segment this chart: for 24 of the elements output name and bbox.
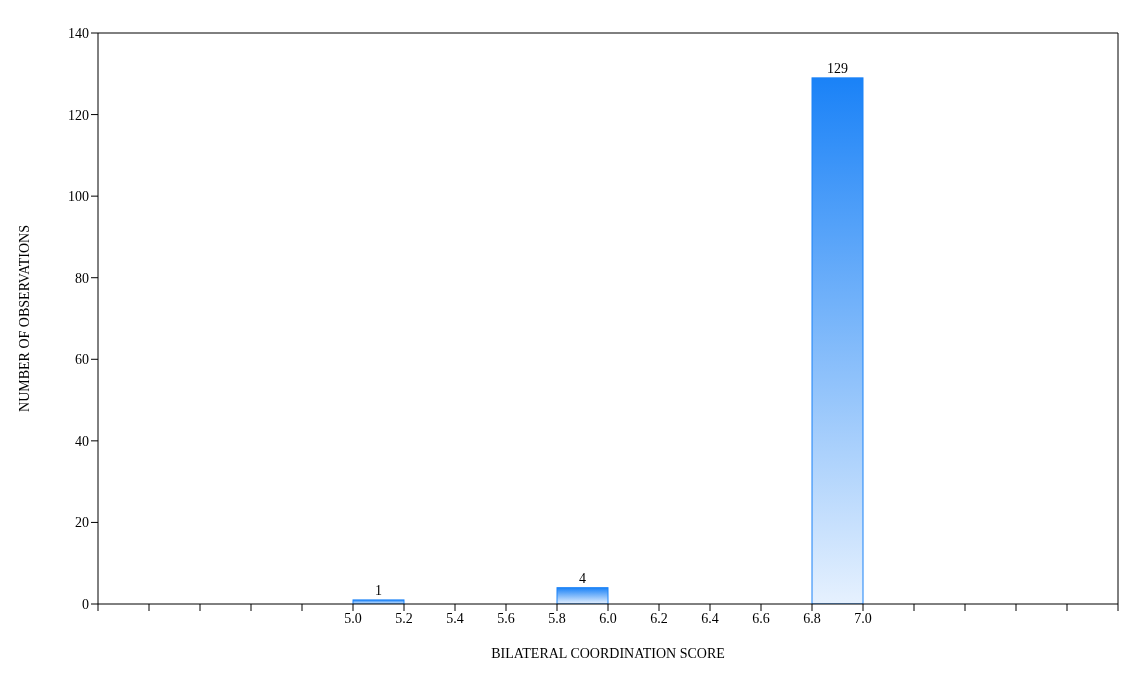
- y-tick-label: 60: [75, 352, 89, 368]
- y-tick-label: 40: [75, 433, 89, 449]
- x-tick-label: 5.6: [497, 610, 515, 626]
- x-tick-label: 6.0: [599, 610, 617, 626]
- y-axis-title: NUMBER OF OBSERVATIONS: [16, 225, 32, 412]
- x-tick-label: 6.2: [650, 610, 668, 626]
- y-tick-label: 100: [68, 189, 89, 205]
- x-tick-label: 5.4: [446, 610, 464, 626]
- x-tick-label: 5.2: [395, 610, 413, 626]
- x-tick-label: 6.4: [701, 610, 719, 626]
- data-label: 1: [375, 582, 382, 598]
- y-tick-label: 140: [68, 25, 89, 41]
- data-label: 4: [579, 570, 586, 586]
- y-tick-label: 80: [75, 270, 89, 286]
- y-tick-label: 0: [82, 596, 89, 612]
- x-tick-label: 7.0: [854, 610, 872, 626]
- data-label: 129: [827, 60, 848, 76]
- y-tick-label: 120: [68, 107, 89, 123]
- x-tick-label: 6.6: [752, 610, 770, 626]
- x-tick-label: 5.0: [344, 610, 362, 626]
- y-tick-label: 20: [75, 515, 89, 531]
- x-axis-title: BILATERAL COORDINATION SCORE: [491, 646, 725, 661]
- x-tick-label: 6.8: [803, 610, 821, 626]
- x-tick-label: 5.8: [548, 610, 566, 626]
